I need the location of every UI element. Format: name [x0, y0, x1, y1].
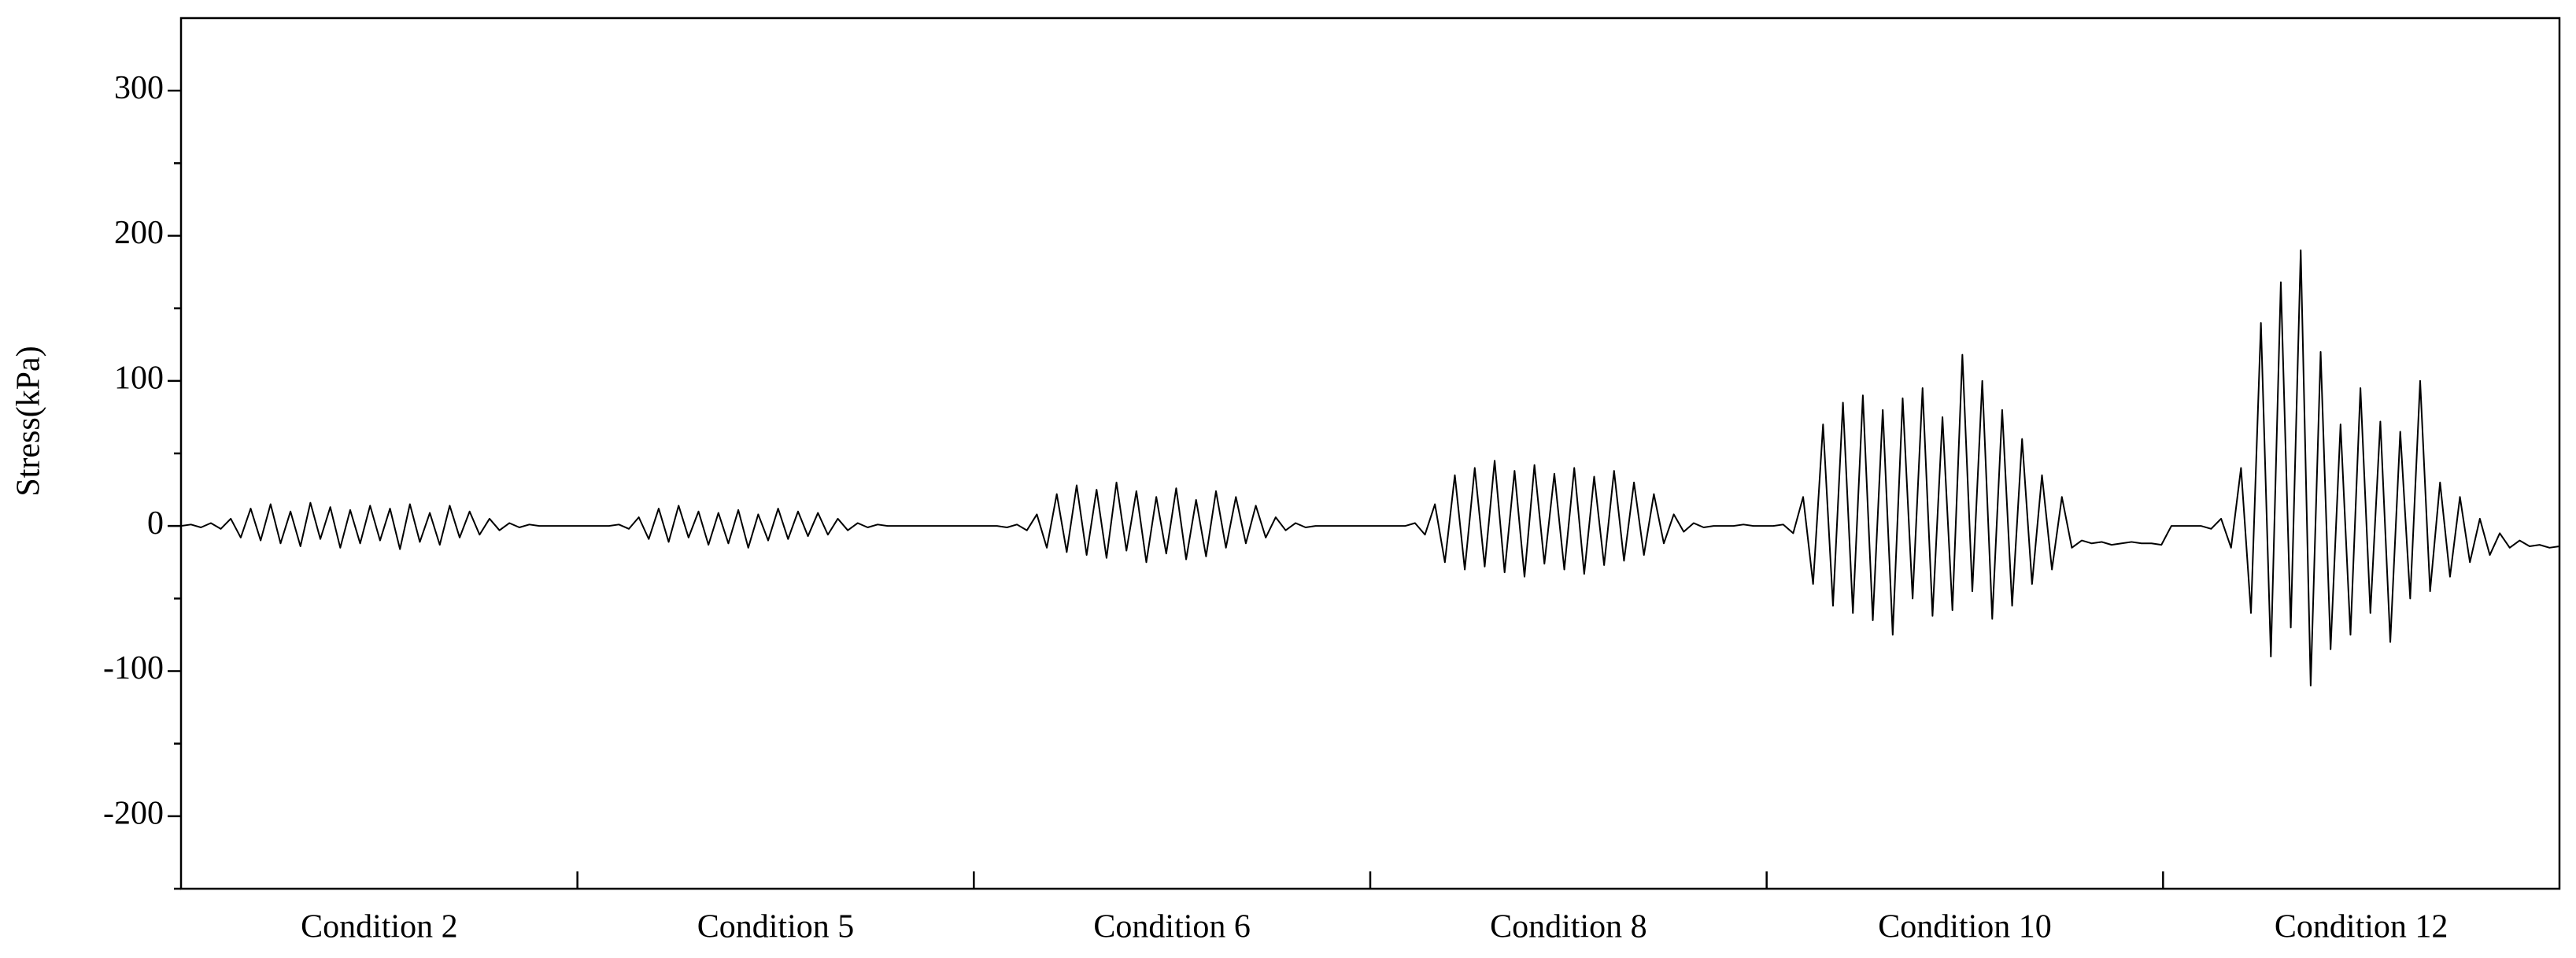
plot-frame: [179, 17, 2561, 890]
y-axis-label: Stress(kPa): [11, 346, 47, 496]
y-tick-label: -200: [103, 795, 164, 831]
x-tick-label: Condition 8: [1490, 909, 1647, 945]
x-tick-label: Condition 5: [697, 909, 855, 945]
signal-line: [180, 249, 2560, 686]
y-tick-label: 300: [114, 70, 164, 106]
y-tick-label: -100: [103, 650, 164, 686]
x-tick-label: Condition 2: [301, 909, 458, 945]
x-tick-label: Condition 12: [2275, 909, 2448, 945]
x-tick-label: Condition 10: [1878, 909, 2052, 945]
y-tick-label: 100: [114, 360, 164, 396]
x-tick-label: Condition 6: [1093, 909, 1251, 945]
y-tick-label: 0: [147, 505, 164, 542]
y-tick-label: 200: [114, 215, 164, 251]
